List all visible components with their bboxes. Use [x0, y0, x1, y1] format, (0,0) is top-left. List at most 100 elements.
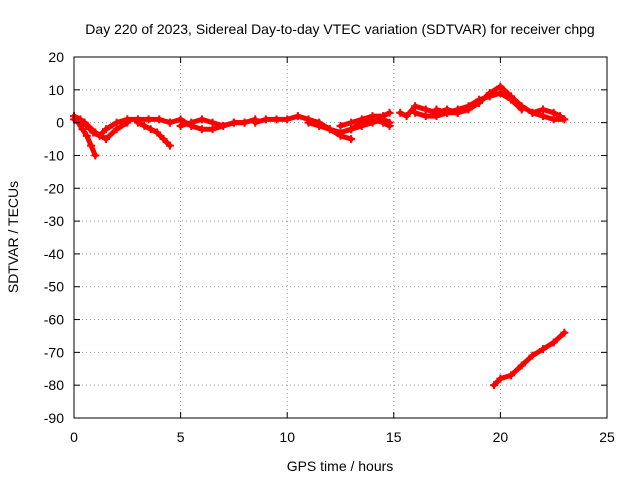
- data-point: [402, 112, 411, 121]
- data-point: [336, 121, 345, 130]
- data-point: [556, 112, 565, 121]
- x-tick-label: 20: [493, 429, 509, 445]
- data-point: [165, 141, 174, 150]
- data-point: [219, 121, 228, 130]
- data-point: [315, 121, 324, 130]
- data-point: [443, 108, 452, 117]
- grid-lines: [74, 57, 607, 418]
- data-point: [87, 141, 96, 150]
- data-point: [112, 125, 121, 134]
- data-point: [159, 135, 168, 144]
- y-tick-label: -10: [44, 147, 64, 163]
- data-point: [379, 115, 388, 124]
- y-tick-label: 20: [48, 49, 64, 65]
- y-tick-label: -50: [44, 279, 64, 295]
- x-tick-label: 0: [70, 429, 78, 445]
- y-tick-label: 0: [56, 115, 64, 131]
- data-point: [283, 115, 292, 124]
- data-point: [368, 118, 377, 127]
- x-tick-label: 5: [177, 429, 185, 445]
- y-tick-label: -60: [44, 312, 64, 328]
- data-point: [101, 135, 110, 144]
- data-point: [432, 105, 441, 114]
- data-point: [76, 115, 85, 124]
- data-point: [385, 108, 394, 117]
- data-point: [549, 108, 558, 117]
- data-point: [91, 128, 100, 137]
- data-point: [560, 115, 569, 124]
- y-tick-label: -30: [44, 213, 64, 229]
- data-point: [304, 118, 313, 127]
- data-point: [507, 371, 516, 380]
- data-point: [549, 338, 558, 347]
- data-point: [539, 105, 548, 114]
- data-point: [101, 125, 110, 134]
- data-point: [153, 128, 162, 137]
- data-point: [140, 121, 149, 130]
- data-point: [80, 118, 89, 127]
- data-point: [82, 131, 91, 140]
- data-point: [357, 121, 366, 130]
- series-arc-10: [347, 115, 394, 134]
- series-arc-6: [176, 115, 249, 130]
- data-point: [421, 112, 430, 121]
- data-point: [411, 108, 420, 117]
- data-point: [272, 115, 281, 124]
- data-point: [165, 118, 174, 127]
- y-tick-label: -80: [44, 377, 64, 393]
- data-point: [197, 125, 206, 134]
- data-point: [229, 118, 238, 127]
- data-point: [123, 118, 132, 127]
- chart-title: Day 220 of 2023, Sidereal Day-to-day VTE…: [85, 21, 594, 37]
- data-point: [496, 374, 505, 383]
- data-point: [539, 345, 548, 354]
- data-point: [517, 361, 526, 370]
- data-point: [560, 328, 569, 337]
- data-point: [517, 105, 526, 114]
- data-point: [144, 115, 153, 124]
- x-tick-label: 15: [386, 429, 402, 445]
- data-point: [91, 151, 100, 160]
- x-tick-label: 10: [279, 429, 295, 445]
- data-layer: [70, 82, 569, 390]
- data-point: [347, 125, 356, 134]
- series-arc-14: [528, 105, 565, 121]
- data-point: [528, 351, 537, 360]
- y-tick-label: -70: [44, 344, 64, 360]
- axes: 0 5 10 15 20 25 20 10 0 -10 -20 -30 -40 -50 -60 -70 -80 -…: [44, 49, 615, 445]
- x-axis-label: GPS time / hours: [287, 458, 394, 474]
- data-point: [485, 92, 494, 101]
- data-point: [496, 89, 505, 98]
- y-axis-label: SDTVAR / TECUs: [5, 181, 21, 293]
- data-point: [528, 108, 537, 117]
- series-line: [529, 107, 563, 119]
- data-point: [133, 118, 142, 127]
- series-arc-3: [133, 118, 174, 150]
- data-point: [261, 115, 270, 124]
- series-arc-13: [432, 89, 526, 117]
- y-tick-label: -20: [44, 180, 64, 196]
- series-arc-15: [490, 328, 569, 390]
- data-point: [293, 112, 302, 121]
- y-tick-label: -40: [44, 246, 64, 262]
- data-point: [453, 105, 462, 114]
- series-arc-12: [411, 82, 569, 124]
- data-point: [325, 125, 334, 134]
- data-point: [240, 118, 249, 127]
- plot-border: [73, 56, 608, 419]
- series-arc-4: [80, 118, 132, 144]
- data-point: [146, 125, 155, 134]
- data-point: [251, 118, 260, 127]
- data-point: [347, 135, 356, 144]
- y-tick-label: 10: [48, 82, 64, 98]
- data-point: [176, 121, 185, 130]
- data-point: [475, 95, 484, 104]
- data-point: [396, 108, 405, 117]
- x-tick-label: 25: [599, 429, 615, 445]
- series-arc-9: [336, 108, 394, 130]
- y-tick-label: -90: [44, 410, 64, 426]
- data-point: [507, 95, 516, 104]
- data-point: [187, 118, 196, 127]
- data-point: [155, 115, 164, 124]
- data-point: [197, 115, 206, 124]
